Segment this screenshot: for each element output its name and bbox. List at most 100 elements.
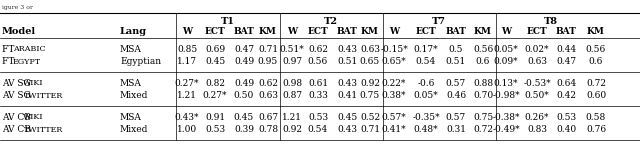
Text: KM: KM	[587, 27, 605, 35]
Text: KM: KM	[259, 27, 277, 35]
Text: 0.38*: 0.38*	[381, 92, 406, 101]
Text: Mixed: Mixed	[120, 125, 148, 134]
Text: 0.88: 0.88	[473, 79, 493, 88]
Text: 0.57: 0.57	[446, 79, 466, 88]
Text: 0.52: 0.52	[360, 113, 380, 122]
Text: 0.53: 0.53	[556, 113, 576, 122]
Text: 0.87: 0.87	[282, 92, 302, 101]
Text: 0.92: 0.92	[282, 125, 302, 134]
Text: 0.56: 0.56	[473, 44, 493, 53]
Text: 0.27*: 0.27*	[175, 79, 199, 88]
Text: ECT: ECT	[205, 27, 225, 35]
Text: MSA: MSA	[120, 113, 142, 122]
Text: 0.5: 0.5	[449, 44, 463, 53]
Text: BAT: BAT	[234, 27, 255, 35]
Text: Egyptian: Egyptian	[120, 58, 161, 66]
Text: TWITTER: TWITTER	[24, 92, 63, 100]
Text: 0.33: 0.33	[308, 92, 328, 101]
Text: 0.57: 0.57	[446, 113, 466, 122]
Text: 0.02*: 0.02*	[525, 44, 549, 53]
Text: 0.44: 0.44	[556, 44, 576, 53]
Text: -0.98*: -0.98*	[492, 92, 520, 101]
Text: 1.21: 1.21	[282, 113, 302, 122]
Text: KM: KM	[474, 27, 492, 35]
Text: 0.51: 0.51	[337, 58, 357, 66]
Text: WIKI: WIKI	[24, 79, 44, 87]
Text: 0.63: 0.63	[258, 92, 278, 101]
Text: BAT: BAT	[337, 27, 357, 35]
Text: 0.85: 0.85	[177, 44, 197, 53]
Text: MSA: MSA	[120, 44, 142, 53]
Text: 0.45: 0.45	[337, 113, 357, 122]
Text: EGYPT: EGYPT	[13, 58, 41, 66]
Text: 0.56: 0.56	[586, 44, 606, 53]
Text: 0.22*: 0.22*	[382, 79, 406, 88]
Text: 0.17*: 0.17*	[413, 44, 438, 53]
Text: -0.53*: -0.53*	[523, 79, 551, 88]
Text: Lang: Lang	[120, 27, 147, 35]
Text: ECT: ECT	[527, 27, 547, 35]
Text: W: W	[501, 27, 511, 35]
Text: 0.64: 0.64	[556, 79, 576, 88]
Text: 0.40: 0.40	[556, 125, 576, 134]
Text: 1.00: 1.00	[177, 125, 197, 134]
Text: 0.72: 0.72	[586, 79, 606, 88]
Text: 1.21: 1.21	[177, 92, 197, 101]
Text: 1.17: 1.17	[177, 58, 197, 66]
Text: 0.58: 0.58	[586, 113, 606, 122]
Text: FT: FT	[2, 44, 17, 53]
Text: 0.41*: 0.41*	[381, 125, 406, 134]
Text: -0.15*: -0.15*	[380, 44, 408, 53]
Text: W: W	[389, 27, 399, 35]
Text: 0.65: 0.65	[360, 58, 380, 66]
Text: AV SG: AV SG	[2, 92, 34, 101]
Text: 0.62: 0.62	[258, 79, 278, 88]
Text: BAT: BAT	[556, 27, 577, 35]
Text: AV CB: AV CB	[2, 125, 34, 134]
Text: ECT: ECT	[308, 27, 328, 35]
Text: Model: Model	[2, 27, 36, 35]
Text: 0.13*: 0.13*	[493, 79, 518, 88]
Text: 0.98: 0.98	[282, 79, 302, 88]
Text: 0.65*: 0.65*	[381, 58, 406, 66]
Text: 0.62: 0.62	[308, 44, 328, 53]
Text: 0.95: 0.95	[258, 58, 278, 66]
Text: T7: T7	[431, 17, 445, 25]
Text: ARABIC: ARABIC	[13, 45, 45, 53]
Text: 0.50: 0.50	[234, 92, 254, 101]
Text: -0.35*: -0.35*	[412, 113, 440, 122]
Text: 0.82: 0.82	[205, 79, 225, 88]
Text: TWITTER: TWITTER	[24, 126, 63, 134]
Text: 0.83: 0.83	[527, 125, 547, 134]
Text: 0.47: 0.47	[234, 44, 254, 53]
Text: W: W	[287, 27, 297, 35]
Text: 0.43: 0.43	[337, 79, 357, 88]
Text: Mixed: Mixed	[120, 92, 148, 101]
Text: 0.71: 0.71	[258, 44, 278, 53]
Text: 0.72: 0.72	[473, 125, 493, 134]
Text: 0.47: 0.47	[556, 58, 576, 66]
Text: -0.38*: -0.38*	[492, 113, 520, 122]
Text: T8: T8	[544, 17, 558, 25]
Text: 0.45: 0.45	[205, 58, 225, 66]
Text: 0.53: 0.53	[308, 113, 328, 122]
Text: 0.49: 0.49	[234, 79, 254, 88]
Text: 0.56: 0.56	[308, 58, 328, 66]
Text: 0.54: 0.54	[308, 125, 328, 134]
Text: FT: FT	[2, 58, 17, 66]
Text: 0.27*: 0.27*	[203, 92, 227, 101]
Text: 0.48*: 0.48*	[413, 125, 438, 134]
Text: 0.54: 0.54	[416, 58, 436, 66]
Text: 0.69: 0.69	[205, 44, 225, 53]
Text: 0.43: 0.43	[337, 125, 357, 134]
Text: WIKI: WIKI	[24, 113, 44, 121]
Text: -0.49*: -0.49*	[492, 125, 520, 134]
Text: 0.70: 0.70	[473, 92, 493, 101]
Text: BAT: BAT	[445, 27, 467, 35]
Text: 0.6: 0.6	[589, 58, 603, 66]
Text: 0.05*: 0.05*	[413, 92, 438, 101]
Text: 0.91: 0.91	[205, 113, 225, 122]
Text: T2: T2	[324, 17, 338, 25]
Text: 0.78: 0.78	[258, 125, 278, 134]
Text: 0.05*: 0.05*	[493, 44, 518, 53]
